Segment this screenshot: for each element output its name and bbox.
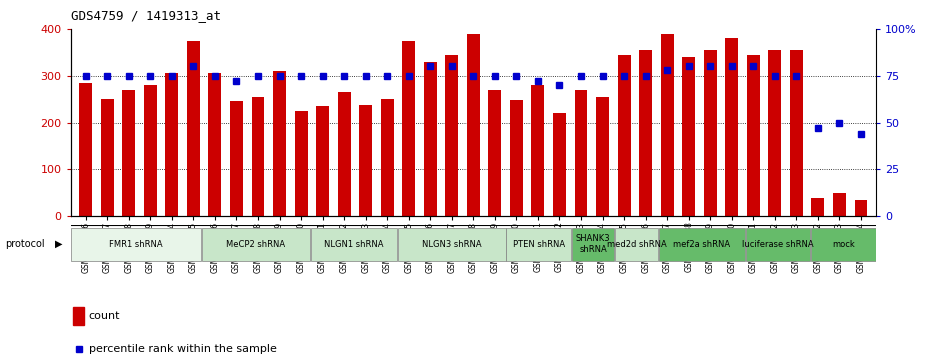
Bar [402,41,415,216]
Text: NLGN3 shRNA: NLGN3 shRNA [422,240,481,249]
Bar [746,228,810,261]
Text: ▶: ▶ [55,239,62,249]
Text: MeCP2 shRNA: MeCP2 shRNA [226,240,285,249]
Bar [317,106,329,216]
Bar [615,228,658,261]
Text: mef2a shRNA: mef2a shRNA [674,240,730,249]
Bar [424,62,437,216]
Bar [252,97,265,216]
Bar [73,307,84,325]
Bar [295,111,307,216]
Bar [572,228,614,261]
Bar [575,90,588,216]
Bar [704,50,717,216]
Text: NLGN1 shRNA: NLGN1 shRNA [324,240,383,249]
Bar [769,50,781,216]
Text: count: count [89,311,121,321]
Text: mock: mock [832,240,854,249]
Bar [618,55,630,216]
Bar [381,99,394,216]
Bar [682,57,695,216]
Bar [531,85,544,216]
Bar [640,50,652,216]
Bar [489,90,501,216]
Text: luciferase shRNA: luciferase shRNA [742,240,814,249]
Bar [337,92,350,216]
Bar [79,83,92,216]
Bar [208,73,221,216]
Bar [854,200,868,216]
Bar [811,198,824,216]
Text: SHANK3
shRNA: SHANK3 shRNA [576,234,610,254]
Text: percentile rank within the sample: percentile rank within the sample [89,344,277,354]
Bar [553,113,566,216]
Bar [467,34,479,216]
Bar [658,228,745,261]
Bar [359,105,372,216]
Text: protocol: protocol [5,239,44,249]
Text: PTEN shRNA: PTEN shRNA [512,240,564,249]
Bar [446,55,458,216]
Bar [311,228,397,261]
Bar [507,228,571,261]
Bar [187,41,200,216]
Bar [398,228,506,261]
Bar [747,55,760,216]
Bar [202,228,310,261]
Bar [596,97,609,216]
Bar [166,73,178,216]
Bar [660,34,674,216]
Bar [833,193,846,216]
Bar [273,71,286,216]
Bar [790,50,803,216]
Bar [71,228,201,261]
Bar [144,85,156,216]
Text: FMR1 shRNA: FMR1 shRNA [109,240,163,249]
Bar [101,99,114,216]
Bar [510,100,523,216]
Bar [725,38,739,216]
Bar [122,90,136,216]
Bar [811,228,876,261]
Text: GDS4759 / 1419313_at: GDS4759 / 1419313_at [71,9,220,22]
Bar [230,102,243,216]
Text: med2d shRNA: med2d shRNA [607,240,667,249]
